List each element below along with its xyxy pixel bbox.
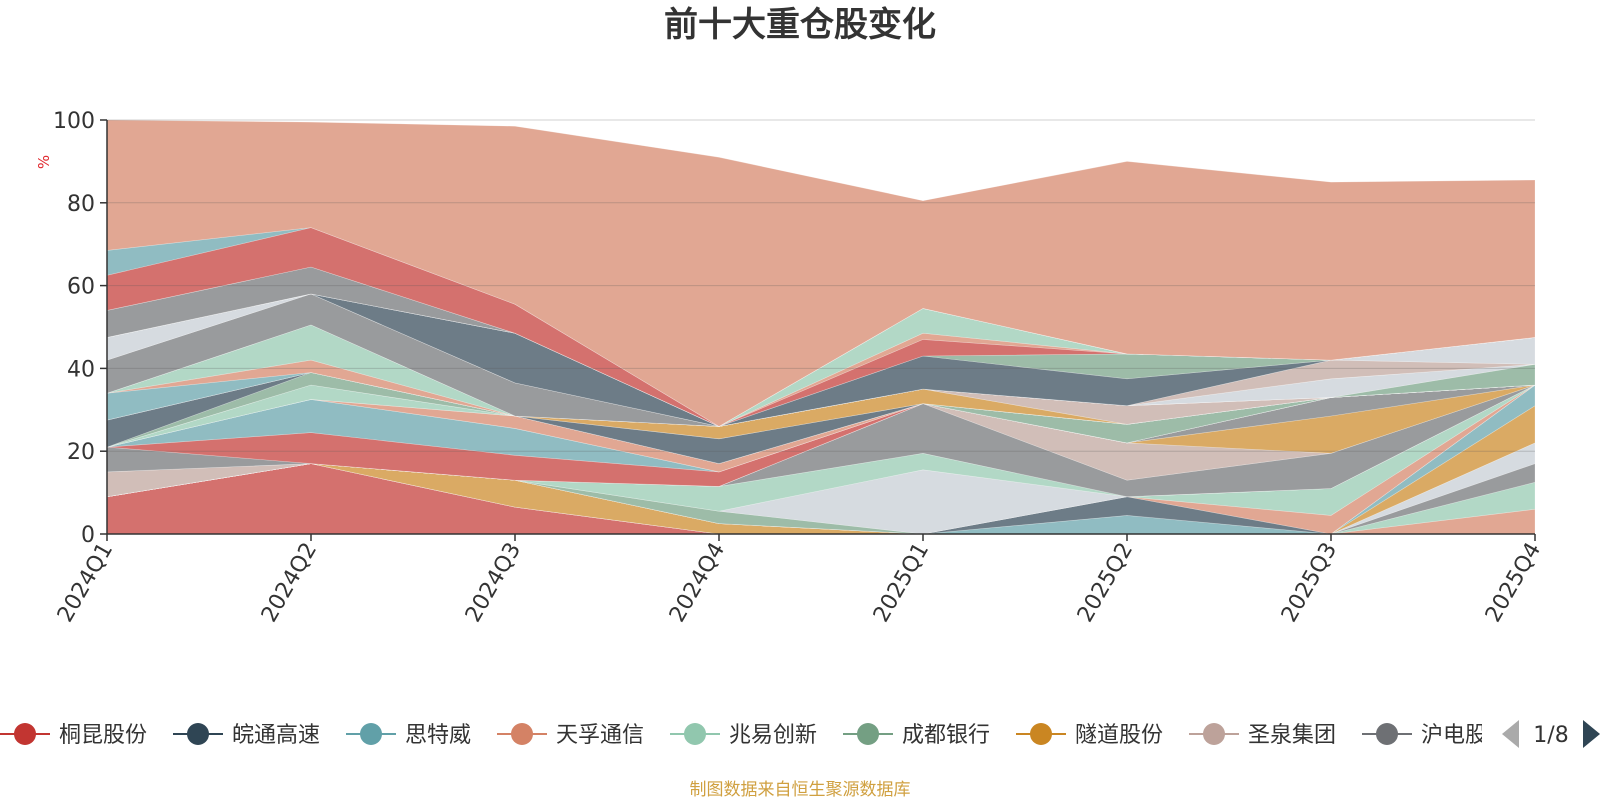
legend-item-1[interactable]: 桐昆股份 [0, 723, 147, 748]
legend-prev-icon[interactable] [1502, 720, 1519, 748]
y-tick-label-40: 40 [67, 357, 95, 382]
legend-items: 桐昆股份 皖通高速 思特威 天孚通信 兆易创新 成都银行 隧道股份 圣泉集团 沪电股份 [0, 723, 1509, 748]
legend-next-icon[interactable] [1583, 720, 1600, 748]
area-series-48 [106, 119, 1536, 427]
y-tick-label-60: 60 [67, 275, 95, 300]
chart-title: 前十大重仓股变化 [664, 5, 936, 45]
y-tick-label-20: 20 [67, 440, 95, 465]
legend-marker-4 [511, 723, 533, 745]
source-note: 制图数据来自恒生聚源数据库 [690, 780, 911, 800]
legend-label-2: 皖通高速 [232, 723, 320, 748]
x-tick-label-2025Q3: 2025Q3 [1277, 539, 1342, 627]
x-tick-label-2025Q2: 2025Q2 [1073, 539, 1138, 627]
legend-label-6: 成都银行 [902, 723, 990, 748]
legend-item-8[interactable]: 圣泉集团 [1189, 723, 1336, 748]
legend-item-7[interactable]: 隧道股份 [1016, 723, 1163, 748]
legend-marker-7 [1030, 723, 1052, 745]
legend-marker-3 [360, 723, 382, 745]
legend-label-1: 桐昆股份 [59, 723, 147, 748]
legend-label-7: 隧道股份 [1075, 723, 1163, 748]
legend-marker-2 [187, 723, 209, 745]
x-tick-label-2024Q1: 2024Q1 [53, 539, 118, 627]
legend-item-2[interactable]: 皖通高速 [173, 723, 320, 748]
area-series-34 [106, 324, 1536, 427]
legend-marker-8 [1203, 723, 1225, 745]
y-tick-label-80: 80 [67, 192, 95, 217]
legend-item-3[interactable]: 思特威 [346, 723, 471, 748]
legend: 桐昆股份 皖通高速 思特威 天孚通信 兆易创新 成都银行 隧道股份 圣泉集团 沪电股份 1/8 [0, 720, 1600, 748]
legend-marker-1 [14, 723, 36, 745]
legend-item-9[interactable]: 沪电股份 [1362, 723, 1509, 748]
x-tick-label-2025Q4: 2025Q4 [1481, 539, 1546, 627]
x-tick-label-2024Q3: 2024Q3 [461, 539, 526, 627]
y-tick-label-0: 0 [81, 523, 95, 548]
legend-label-5: 兆易创新 [729, 723, 817, 748]
legend-item-5[interactable]: 兆易创新 [670, 723, 817, 748]
legend-marker-6 [857, 723, 879, 745]
y-axis-label: % [35, 155, 53, 169]
legend-label-4: 天孚通信 [556, 723, 644, 748]
legend-label-3: 思特威 [405, 723, 471, 748]
grid-layer [107, 119, 1535, 452]
legend-marker-9 [1376, 723, 1398, 745]
legend-item-6[interactable]: 成都银行 [843, 723, 990, 748]
legend-label-9: 沪电股份 [1421, 723, 1509, 748]
x-tick-label-2024Q4: 2024Q4 [665, 539, 730, 627]
series-layer [106, 119, 1536, 535]
x-tick-label-2024Q2: 2024Q2 [257, 539, 322, 627]
y-tick-label-100: 100 [53, 109, 95, 134]
legend-item-4[interactable]: 天孚通信 [497, 723, 644, 748]
legend-marker-5 [684, 723, 706, 745]
x-tick-label-2025Q1: 2025Q1 [869, 539, 934, 627]
legend-page-indicator: 1/8 [1533, 723, 1568, 748]
legend-label-8: 圣泉集团 [1248, 723, 1336, 748]
